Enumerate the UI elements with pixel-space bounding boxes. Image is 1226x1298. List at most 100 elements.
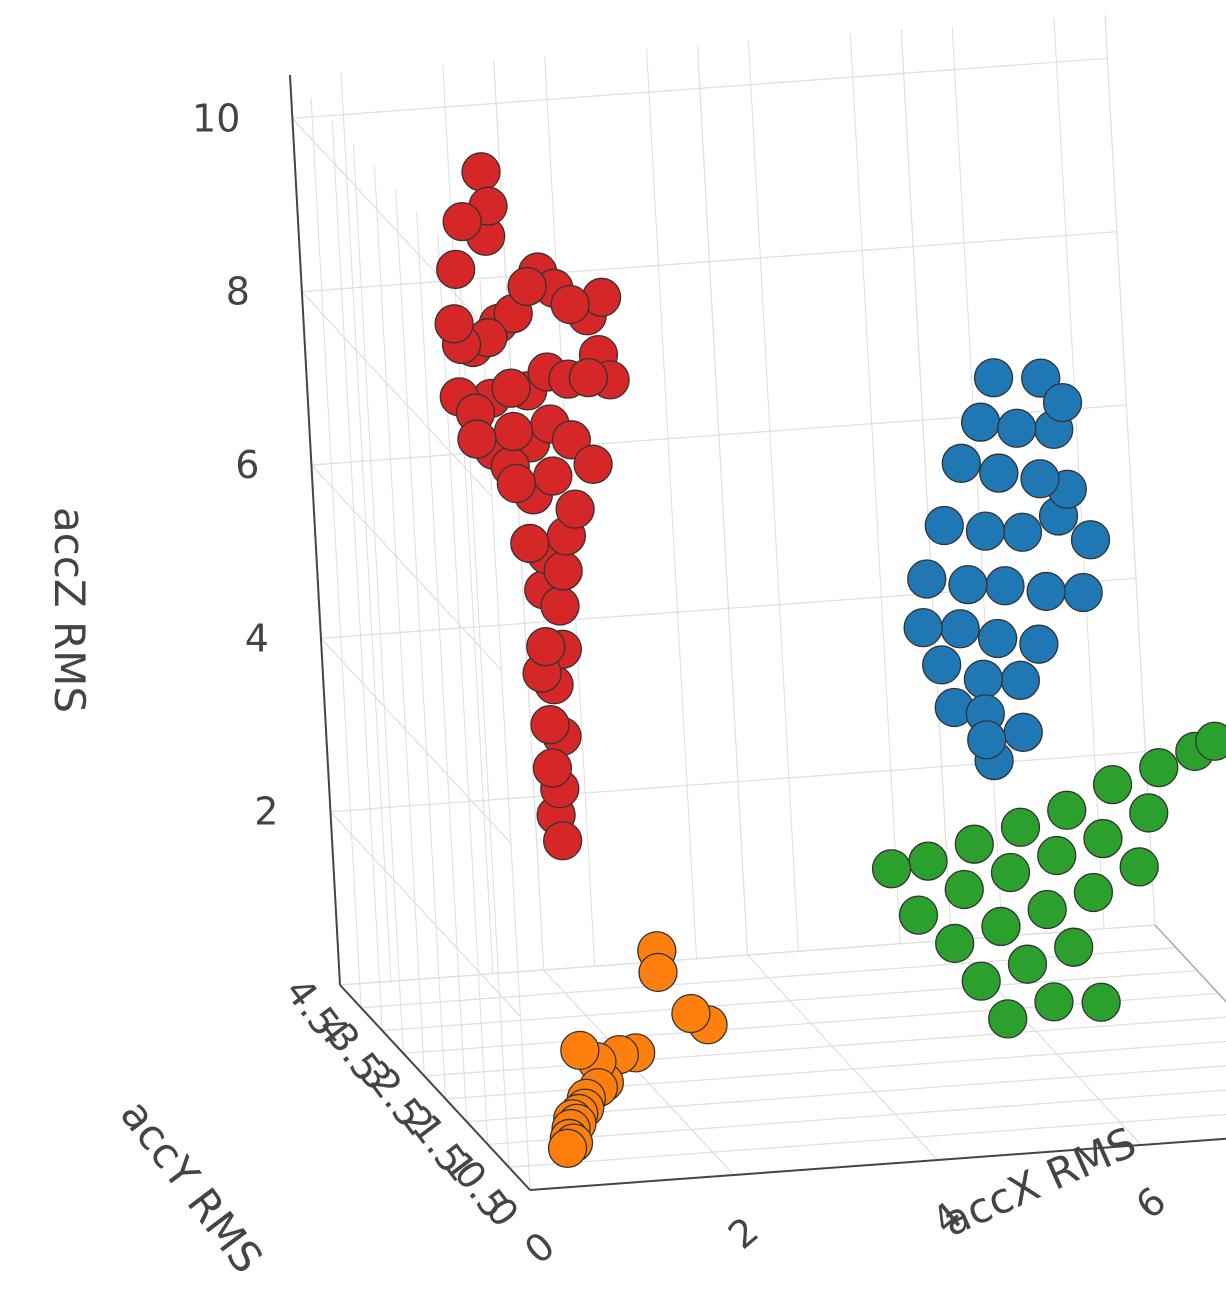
data-point-series-2[interactable]	[1000, 807, 1041, 847]
data-point-series-2[interactable]	[1034, 982, 1074, 1022]
data-point-series-0[interactable]	[496, 463, 536, 504]
data-point-series-0[interactable]	[555, 489, 595, 529]
data-point-series-2[interactable]	[1119, 847, 1159, 887]
data-point-series-0[interactable]	[530, 705, 570, 745]
data-point-series-2[interactable]	[1054, 927, 1094, 967]
x-tick-label: 6	[1127, 1178, 1174, 1227]
gridline	[310, 464, 502, 671]
data-point-series-2[interactable]	[1083, 818, 1123, 859]
data-point-series-0[interactable]	[540, 586, 580, 626]
data-point-series-0[interactable]	[550, 284, 590, 325]
x-axis-line	[529, 1137, 1226, 1191]
data-point-series-2[interactable]	[990, 852, 1031, 893]
data-point-series-2[interactable]	[1092, 764, 1133, 805]
x-tick-label: 2	[720, 1208, 767, 1257]
data-point-series-1[interactable]	[1003, 712, 1043, 752]
data-point-series-0[interactable]	[532, 748, 573, 788]
data-point-series-2[interactable]	[1007, 944, 1048, 984]
data-point-series-2[interactable]	[1129, 793, 1169, 833]
data-point-series-0[interactable]	[533, 456, 573, 496]
gridline	[646, 48, 698, 959]
data-point-series-1[interactable]	[967, 720, 1007, 760]
data-point-series-0[interactable]	[491, 368, 531, 408]
data-point-series-2[interactable]	[954, 824, 994, 864]
gridline	[330, 751, 1146, 813]
data-point-series-2[interactable]	[1139, 747, 1179, 788]
data-point-series-1[interactable]	[940, 609, 980, 649]
gridline	[508, 1113, 1226, 1168]
data-point-series-0[interactable]	[543, 821, 583, 861]
data-point-series-2[interactable]	[1081, 982, 1121, 1022]
data-point-series-0[interactable]	[461, 152, 501, 192]
data-point-series-1[interactable]	[941, 443, 981, 483]
gridline	[310, 97, 362, 1008]
data-point-series-1[interactable]	[1063, 572, 1103, 613]
gridline	[373, 166, 425, 1077]
data-point-series-0[interactable]	[510, 523, 550, 564]
data-point-series-2[interactable]	[1037, 835, 1077, 876]
gridline	[437, 234, 489, 1145]
data-point-series-0[interactable]	[568, 357, 609, 398]
data-point-series-1[interactable]	[907, 559, 947, 599]
data-point-series-0[interactable]	[526, 627, 566, 667]
data-point-series-1[interactable]	[922, 645, 962, 685]
data-point-series-1[interactable]	[997, 408, 1037, 448]
gridline	[331, 120, 383, 1031]
data-point-series-2[interactable]	[1195, 721, 1226, 761]
data-point-series-1[interactable]	[973, 358, 1014, 398]
data-point-series-2[interactable]	[944, 869, 984, 910]
data-point-series-0[interactable]	[457, 419, 497, 459]
gridline	[543, 969, 735, 1176]
data-point-series-1[interactable]	[963, 659, 1004, 699]
data-point-series-3[interactable]	[560, 1030, 600, 1071]
data-point-series-2[interactable]	[961, 961, 1001, 1001]
data-point-series-2[interactable]	[988, 999, 1028, 1039]
data-point-series-1[interactable]	[1020, 459, 1060, 499]
data-point-series-1[interactable]	[1042, 382, 1083, 423]
data-point-series-2[interactable]	[981, 906, 1021, 947]
data-point-series-1[interactable]	[985, 566, 1025, 606]
data-point-series-1[interactable]	[1019, 624, 1059, 664]
data-point-series-0[interactable]	[543, 551, 583, 591]
z-tick-label: 10	[192, 96, 240, 140]
gridline	[900, 29, 952, 941]
data-point-series-1[interactable]	[903, 607, 943, 648]
gridline	[301, 231, 1117, 293]
data-point-series-0[interactable]	[573, 444, 613, 484]
data-point-series-0[interactable]	[493, 411, 534, 452]
data-point-series-1[interactable]	[965, 511, 1006, 551]
gridline	[1154, 924, 1226, 1003]
data-point-series-1[interactable]	[948, 564, 988, 605]
data-point-series-3[interactable]	[638, 952, 678, 993]
gridline	[352, 143, 404, 1054]
data-point-series-2[interactable]	[908, 841, 948, 881]
data-point-series-2[interactable]	[871, 849, 912, 889]
data-point-series-1[interactable]	[1002, 512, 1043, 552]
data-points	[434, 152, 1226, 1168]
data-point-series-1[interactable]	[977, 618, 1018, 659]
data-point-series-1[interactable]	[924, 505, 964, 546]
gridline	[951, 26, 1003, 937]
floor-edge	[1154, 924, 1226, 1003]
data-point-series-2[interactable]	[1047, 790, 1087, 830]
data-point-series-2[interactable]	[935, 923, 975, 964]
data-point-series-1[interactable]	[1000, 660, 1041, 700]
data-point-series-1[interactable]	[1070, 520, 1111, 560]
data-point-series-1[interactable]	[960, 402, 1001, 442]
data-point-series-0[interactable]	[507, 266, 547, 307]
data-point-series-2[interactable]	[1027, 889, 1067, 930]
data-point-series-0[interactable]	[434, 304, 474, 344]
data-point-series-3[interactable]	[671, 993, 711, 1034]
data-point-series-0[interactable]	[442, 201, 482, 242]
data-point-series-1[interactable]	[979, 453, 1019, 493]
data-point-series-2[interactable]	[898, 895, 939, 935]
data-point-series-0[interactable]	[436, 249, 476, 290]
z-axis-title: accZ RMS	[45, 507, 94, 713]
data-point-series-2[interactable]	[1073, 872, 1114, 913]
x-tick-label: 0	[516, 1223, 563, 1272]
data-point-series-3[interactable]	[547, 1128, 588, 1168]
gridline	[291, 117, 483, 324]
data-point-series-1[interactable]	[1026, 571, 1066, 612]
z-tick-label: 8	[226, 270, 250, 314]
